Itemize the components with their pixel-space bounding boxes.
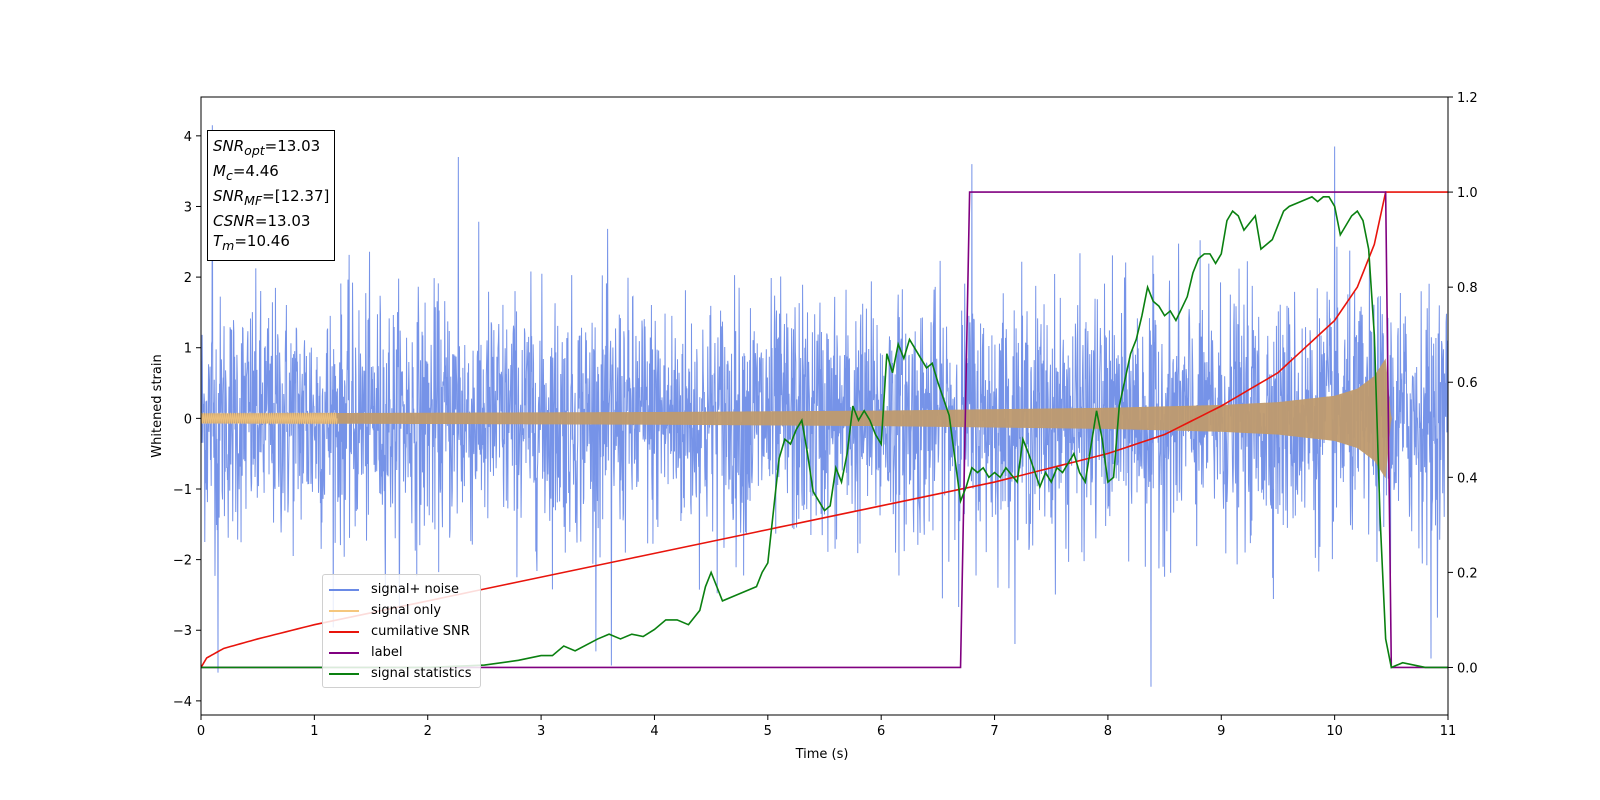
y-axis-left: 4 3 2 1 0 −1 −2 −3 −4 [173, 130, 201, 710]
y-right-tick-label: 0.6 [1457, 376, 1478, 391]
y-left-tick-label: 0 [184, 412, 192, 427]
legend-swatch-cumulative-snr [329, 630, 359, 633]
snr-opt-row: SNRopt=13.03 [213, 136, 329, 161]
legend-swatch-signal-only [329, 609, 359, 612]
csnr-symbol: CSNR [213, 212, 255, 230]
y-left-tick-label: −4 [173, 695, 192, 710]
legend-label-signal-statistics: signal statistics [371, 666, 472, 681]
y-right-tick-label: 0.0 [1457, 661, 1478, 676]
snr-opt-sub: opt [244, 143, 265, 158]
legend-label-signal-noise: signal+ noise [371, 582, 460, 597]
x-tick-label: 11 [1440, 724, 1457, 739]
legend-label-label: label [371, 645, 403, 660]
legend-item-cumulative-snr: cumilative SNR [329, 621, 472, 642]
snr-opt-value: =13.03 [264, 137, 321, 155]
metrics-box: SNRopt=13.03 Mc=4.46 SNRMF=[12.37] CSNR=… [207, 130, 336, 261]
csnr-value: =13.03 [254, 212, 311, 230]
x-tick-label: 8 [1104, 724, 1112, 739]
signal-statistics-line [201, 195, 1448, 669]
cumulative-snr-line [201, 191, 1448, 668]
csnr-row: CSNR=13.03 [213, 211, 329, 231]
legend-swatch-signal-statistics [329, 672, 359, 675]
signal-only-band [201, 358, 1448, 479]
legend-item-signal-statistics: signal statistics [329, 663, 472, 684]
tm-row: Tm=10.46 [213, 231, 329, 256]
tm-symbol: T [213, 232, 223, 250]
y-right-tick-label: 0.4 [1457, 471, 1478, 486]
x-axis-title: Time (s) [795, 747, 849, 762]
legend-item-signal-only: signal only [329, 600, 472, 621]
tm-value: =10.46 [234, 232, 290, 250]
mc-symbol: M [213, 162, 226, 180]
chart-legend: signal+ noise signal only cumilative SNR… [322, 574, 481, 688]
y-right-tick-label: 1.2 [1457, 91, 1478, 106]
snr-mf-sub: MF [244, 193, 263, 208]
legend-swatch-label [329, 651, 359, 654]
y-left-tick-label: −3 [173, 624, 192, 639]
snr-mf-value: =[12.37] [262, 187, 330, 205]
overlay-series [201, 191, 1448, 669]
x-tick-label: 5 [764, 724, 772, 739]
mc-sub: c [225, 168, 233, 183]
y-left-tick-label: −1 [173, 483, 192, 498]
x-tick-label: 1 [310, 724, 318, 739]
y-left-tick-label: 4 [184, 130, 192, 145]
y-right-tick-label: 1.0 [1457, 186, 1478, 201]
mc-row: Mc=4.46 [213, 161, 329, 186]
signal-only-line [201, 412, 338, 425]
legend-swatch-signal-noise [329, 588, 359, 591]
label-line [201, 191, 1448, 669]
y-axis-right: 1.2 1.0 0.8 0.6 0.4 0.2 0.0 [1448, 91, 1478, 676]
legend-label-cumulative-snr: cumilative SNR [371, 624, 470, 639]
x-tick-label: 10 [1326, 724, 1343, 739]
x-tick-label: 6 [877, 724, 885, 739]
plot-frame [200, 96, 1449, 716]
tm-sub: m [222, 238, 235, 253]
x-axis: 0 1 2 3 4 5 6 7 8 9 10 11 [197, 715, 1456, 739]
legend-label-signal-only: signal only [371, 603, 442, 618]
mc-value: =4.46 [232, 162, 279, 180]
x-tick-label: 9 [1217, 724, 1225, 739]
y-left-tick-label: −2 [173, 554, 192, 569]
legend-item-label: label [329, 642, 472, 663]
x-tick-label: 7 [990, 724, 998, 739]
snr-mf-symbol: SNR [213, 187, 245, 205]
x-tick-label: 2 [424, 724, 432, 739]
signal-only-series [201, 358, 1448, 479]
y-axis-title: Whitened strain [150, 354, 165, 457]
y-right-tick-label: 0.2 [1457, 566, 1478, 581]
snr-mf-row: SNRMF=[12.37] [213, 186, 329, 211]
x-tick-label: 3 [537, 724, 545, 739]
y-left-tick-label: 3 [184, 200, 192, 215]
y-left-tick-label: 1 [184, 342, 192, 357]
y-right-tick-label: 0.8 [1457, 281, 1478, 296]
x-tick-label: 0 [197, 724, 205, 739]
snr-opt-symbol: SNR [213, 137, 245, 155]
x-tick-label: 4 [650, 724, 658, 739]
legend-item-signal-noise: signal+ noise [329, 579, 472, 600]
y-left-tick-label: 2 [184, 271, 192, 286]
